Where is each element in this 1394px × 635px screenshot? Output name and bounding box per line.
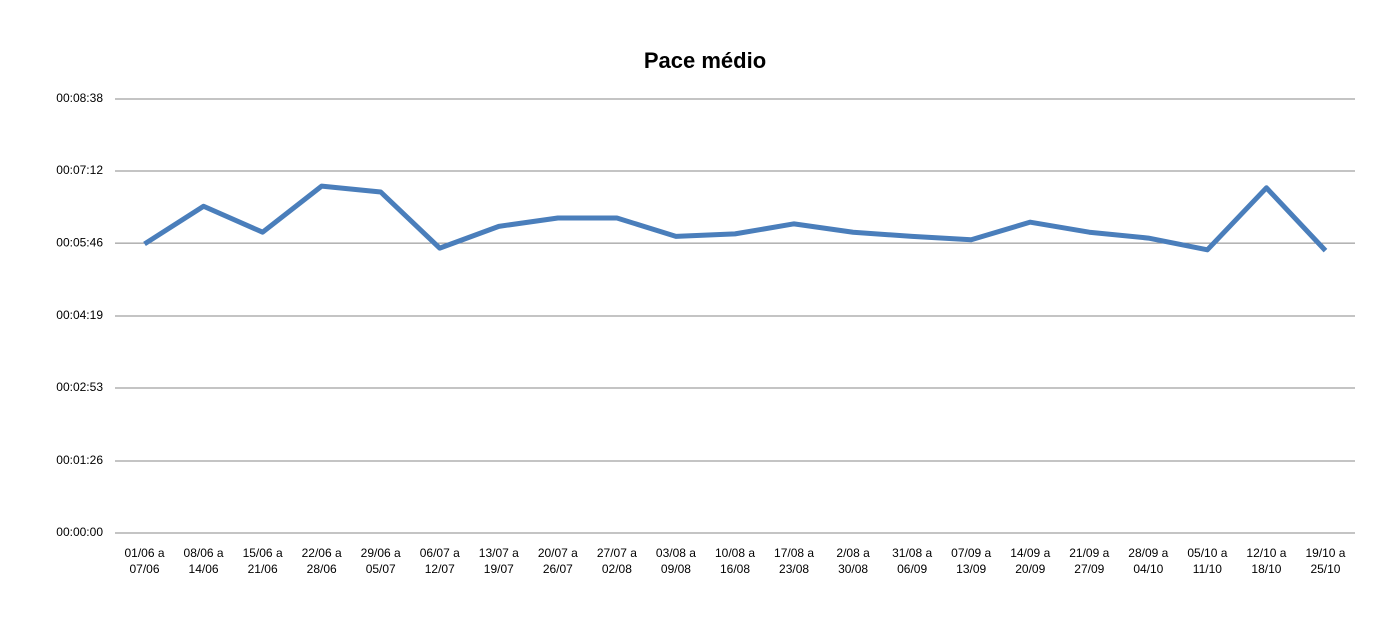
x-tick-label: 27/07 a 02/08 bbox=[596, 546, 637, 576]
x-tick-label: 07/09 a 13/09 bbox=[951, 546, 992, 576]
x-tick-label: 22/06 a 28/06 bbox=[301, 546, 342, 576]
x-tick-label: 10/08 a 16/08 bbox=[714, 546, 756, 576]
x-tick-label: 01/06 a 07/06 bbox=[124, 546, 165, 576]
x-tick-label: 20/07 a 26/07 bbox=[537, 546, 578, 576]
x-tick-label: 28/09 a 04/10 bbox=[1128, 546, 1169, 576]
y-tick-label: 00:05:46 bbox=[56, 235, 103, 249]
x-tick-label: 03/08 a 09/08 bbox=[655, 546, 696, 576]
x-tick-label: 17/08 a 23/08 bbox=[774, 546, 815, 576]
x-tick-label: 13/07 a 19/07 bbox=[478, 546, 519, 576]
y-tick-label: 00:02:53 bbox=[56, 380, 103, 394]
line-series bbox=[143, 183, 1328, 253]
x-tick-label: 31/08 a 06/09 bbox=[892, 546, 933, 576]
x-tick-label: 08/06 a 14/06 bbox=[183, 546, 224, 576]
chart-title: Pace médio bbox=[644, 48, 766, 73]
x-tick-label: 15/06 a 21/06 bbox=[242, 546, 283, 576]
x-tick-label: 14/09 a 20/09 bbox=[1010, 546, 1051, 576]
y-tick-label: 00:00:00 bbox=[56, 525, 103, 539]
x-tick-label: 06/07 a 12/07 bbox=[419, 546, 460, 576]
x-tick-label: 29/06 a 05/07 bbox=[360, 546, 401, 576]
x-tick-label: 19/10 a 25/10 bbox=[1305, 546, 1346, 576]
y-tick-label: 00:07:12 bbox=[56, 163, 103, 177]
x-tick-label: 12/10 a 18/10 bbox=[1246, 546, 1287, 576]
x-tick-label: 2/08 a 30/08 bbox=[836, 546, 870, 576]
y-tick-label: 00:08:38 bbox=[56, 91, 103, 105]
y-tick-label: 00:01:26 bbox=[56, 453, 103, 467]
x-tick-label: 21/09 a 27/09 bbox=[1069, 546, 1110, 576]
y-tick-label: 00:04:19 bbox=[56, 308, 103, 322]
x-tick-label: 05/10 a 11/10 bbox=[1187, 546, 1228, 576]
